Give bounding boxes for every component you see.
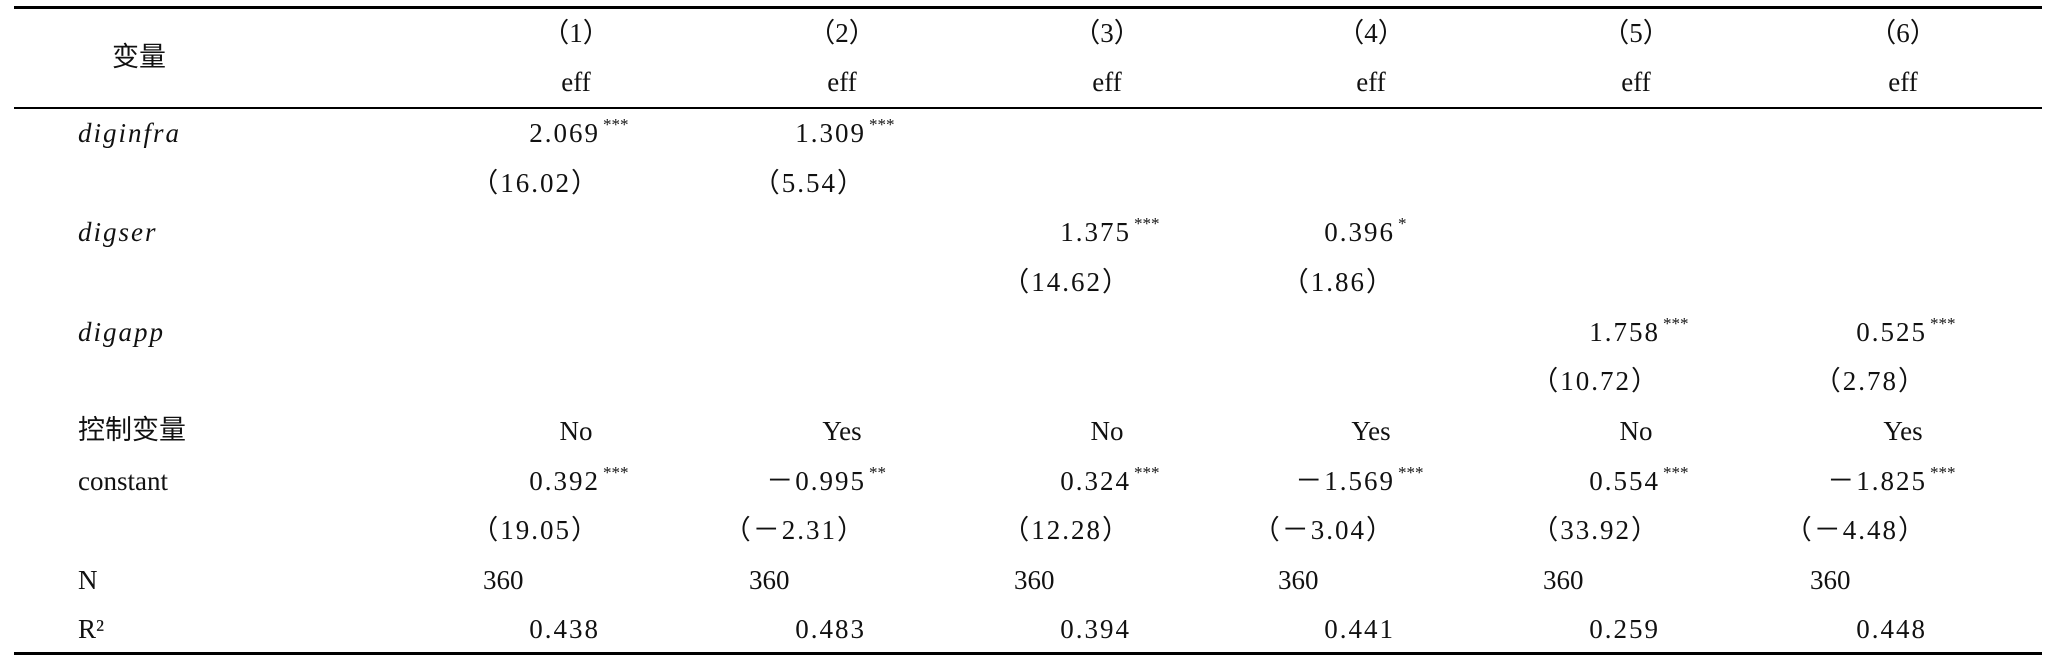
row-label: diginfra xyxy=(78,118,182,148)
dependent-variable: eff xyxy=(1092,67,1122,97)
cell-value: Yes xyxy=(822,416,862,446)
row-label: N xyxy=(78,565,98,595)
cell-value: （33.92） xyxy=(1531,515,1660,545)
cell-value: 0.483 xyxy=(795,614,866,644)
significance-stars: ** xyxy=(869,463,886,482)
significance-stars: *** xyxy=(1930,314,1956,333)
cell-value: No xyxy=(559,416,593,446)
header-label: 变量 xyxy=(112,42,166,73)
cell-value: 0.392 xyxy=(529,466,600,496)
column-number: （6） xyxy=(1869,18,1937,48)
row-label: digapp xyxy=(78,317,166,347)
column-number: （1） xyxy=(542,18,610,48)
column-number: （5） xyxy=(1602,18,1670,48)
header-rule xyxy=(14,107,2042,109)
column-number: （3） xyxy=(1073,18,1141,48)
cell-value: 0.448 xyxy=(1856,614,1927,644)
cell-value: （1.86） xyxy=(1281,267,1395,297)
cell-value: 360 xyxy=(483,565,524,595)
row-label: 控制变量 xyxy=(78,415,186,446)
significance-stars: *** xyxy=(1930,463,1956,482)
bottom-rule xyxy=(14,652,2042,655)
cell-value: 0.525 xyxy=(1856,317,1927,347)
cell-value: （－2.31） xyxy=(723,515,866,545)
significance-stars: * xyxy=(1398,214,1407,233)
significance-stars: *** xyxy=(869,115,895,134)
cell-value: －0.995 xyxy=(766,466,866,496)
cell-value: （－4.48） xyxy=(1784,515,1927,545)
cell-value: Yes xyxy=(1883,416,1923,446)
significance-stars: *** xyxy=(603,463,629,482)
dependent-variable: eff xyxy=(827,67,857,97)
cell-value: 0.396 xyxy=(1324,217,1395,247)
dependent-variable: eff xyxy=(1356,67,1386,97)
dependent-variable: eff xyxy=(1888,67,1918,97)
cell-value: 1.375 xyxy=(1060,217,1131,247)
cell-value: （16.02） xyxy=(471,168,600,198)
cell-value: 360 xyxy=(1810,565,1851,595)
cell-value: 360 xyxy=(1543,565,1584,595)
cell-value: （19.05） xyxy=(471,515,600,545)
dependent-variable: eff xyxy=(1621,67,1651,97)
cell-value: （12.28） xyxy=(1002,515,1131,545)
cell-value: 0.441 xyxy=(1324,614,1395,644)
cell-value: （5.54） xyxy=(752,168,866,198)
cell-value: （－3.04） xyxy=(1252,515,1395,545)
significance-stars: *** xyxy=(603,115,629,134)
row-label: digser xyxy=(78,217,158,247)
cell-value: 0.259 xyxy=(1589,614,1660,644)
cell-value: 360 xyxy=(1014,565,1055,595)
column-number: （4） xyxy=(1337,18,1405,48)
significance-stars: *** xyxy=(1663,314,1689,333)
cell-value: －1.569 xyxy=(1295,466,1395,496)
cell-value: Yes xyxy=(1351,416,1391,446)
cell-value: 0.438 xyxy=(529,614,600,644)
cell-value: （14.62） xyxy=(1002,267,1131,297)
cell-value: 1.309 xyxy=(795,118,866,148)
cell-value: （2.78） xyxy=(1813,366,1927,396)
top-rule xyxy=(14,6,2042,9)
cell-value: 1.758 xyxy=(1589,317,1660,347)
cell-value: No xyxy=(1090,416,1124,446)
row-label: R² xyxy=(78,614,105,644)
dependent-variable: eff xyxy=(561,67,591,97)
cell-value: －1.825 xyxy=(1827,466,1927,496)
cell-value: 2.069 xyxy=(529,118,600,148)
cell-value: 360 xyxy=(749,565,790,595)
row-label: constant xyxy=(78,466,168,496)
significance-stars: *** xyxy=(1134,214,1160,233)
significance-stars: *** xyxy=(1663,463,1689,482)
cell-value: 0.394 xyxy=(1060,614,1131,644)
cell-value: 360 xyxy=(1278,565,1319,595)
cell-value: （10.72） xyxy=(1531,366,1660,396)
cell-value: No xyxy=(1619,416,1653,446)
significance-stars: *** xyxy=(1398,463,1424,482)
column-number: （2） xyxy=(808,18,876,48)
cell-value: 0.554 xyxy=(1589,466,1660,496)
significance-stars: *** xyxy=(1134,463,1160,482)
cell-value: 0.324 xyxy=(1060,466,1131,496)
